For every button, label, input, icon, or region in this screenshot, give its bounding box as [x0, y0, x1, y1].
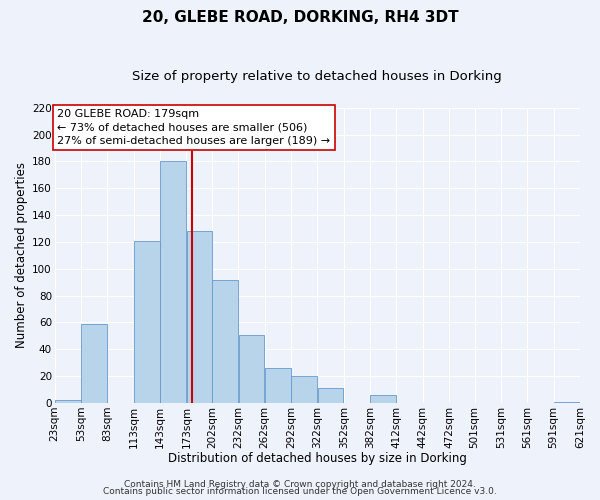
Bar	[554, 402, 580, 403]
Title: Size of property relative to detached houses in Dorking: Size of property relative to detached ho…	[133, 70, 502, 83]
Bar	[55, 400, 80, 403]
Text: Contains public sector information licensed under the Open Government Licence v3: Contains public sector information licen…	[103, 487, 497, 496]
Bar	[134, 240, 160, 403]
Text: 20 GLEBE ROAD: 179sqm
← 73% of detached houses are smaller (506)
27% of semi-det: 20 GLEBE ROAD: 179sqm ← 73% of detached …	[58, 109, 331, 146]
Bar	[265, 368, 290, 403]
Bar	[239, 334, 264, 403]
Bar	[370, 395, 396, 403]
Bar	[187, 231, 212, 403]
Y-axis label: Number of detached properties: Number of detached properties	[15, 162, 28, 348]
Text: Contains HM Land Registry data © Crown copyright and database right 2024.: Contains HM Land Registry data © Crown c…	[124, 480, 476, 489]
Bar	[82, 324, 107, 403]
Bar	[160, 162, 186, 403]
Text: 20, GLEBE ROAD, DORKING, RH4 3DT: 20, GLEBE ROAD, DORKING, RH4 3DT	[142, 10, 458, 25]
Bar	[212, 280, 238, 403]
Bar	[292, 376, 317, 403]
X-axis label: Distribution of detached houses by size in Dorking: Distribution of detached houses by size …	[168, 452, 467, 465]
Bar	[317, 388, 343, 403]
